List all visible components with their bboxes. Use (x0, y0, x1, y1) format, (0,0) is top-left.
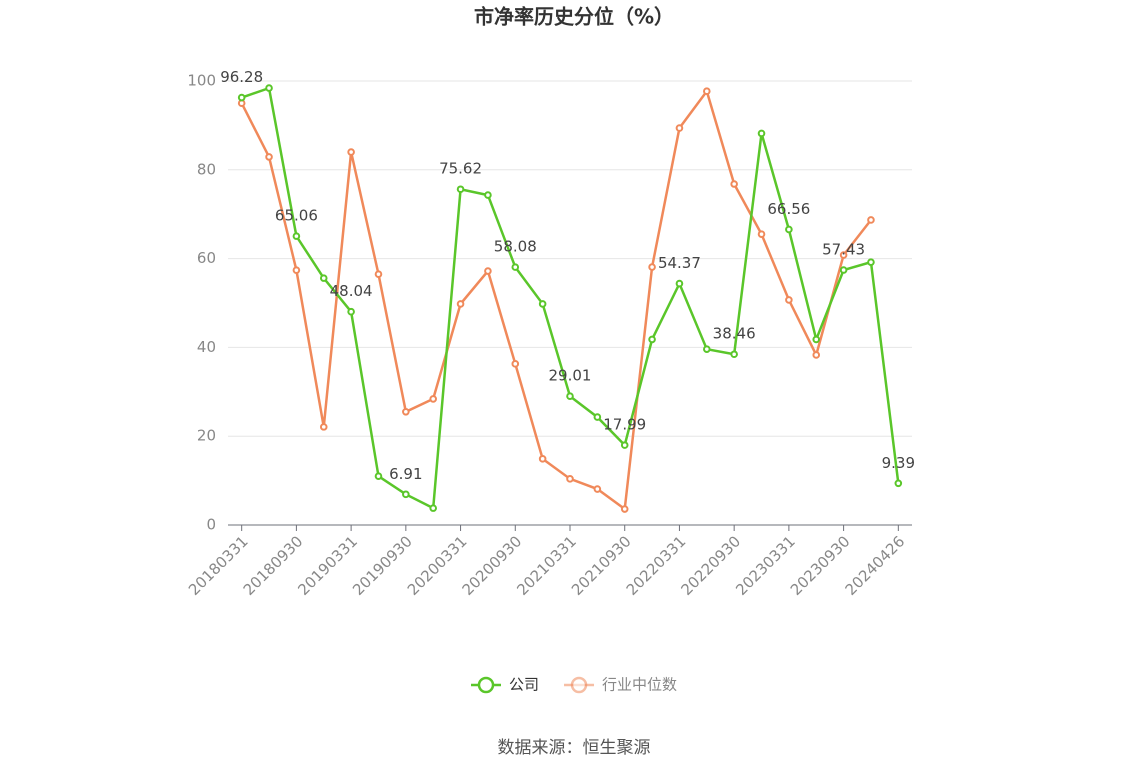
y-tick-label: 60 (197, 249, 216, 267)
point (538, 300, 547, 308)
point (620, 441, 629, 449)
y-tick-label: 40 (197, 338, 216, 356)
data-label: 96.28 (220, 68, 263, 86)
data-label: 38.46 (713, 325, 756, 343)
data-label: 66.56 (767, 200, 810, 218)
point (402, 407, 410, 416)
data-label: 65.06 (275, 207, 318, 225)
legend-icon (477, 676, 495, 694)
point (593, 485, 602, 493)
data-label: 54.37 (658, 254, 701, 272)
y-tick-label: 100 (187, 72, 216, 90)
point (757, 230, 766, 238)
y-tick-label: 0 (206, 516, 216, 534)
data-label: 75.62 (439, 160, 482, 178)
point (484, 191, 492, 199)
point (620, 505, 629, 513)
point (867, 258, 875, 266)
point (538, 455, 547, 463)
point (237, 93, 246, 102)
point (839, 251, 848, 259)
point (347, 148, 355, 156)
point (402, 490, 410, 499)
point (730, 350, 738, 359)
point (265, 153, 273, 161)
point (429, 395, 438, 403)
point (456, 185, 465, 194)
point (566, 475, 574, 483)
point (511, 263, 520, 271)
point (511, 360, 520, 368)
point (703, 87, 711, 96)
point (648, 263, 656, 271)
point (785, 296, 793, 304)
legend-icon (570, 676, 588, 694)
point (812, 335, 821, 344)
data-label: 29.01 (549, 367, 592, 385)
data-label: 9.39 (882, 454, 915, 472)
point (374, 270, 383, 278)
chart-title: 市净率历史分位（%） (474, 5, 674, 29)
y-tick-label: 80 (197, 160, 216, 178)
data-label: 17.99 (603, 416, 646, 434)
point (374, 472, 383, 480)
point (265, 84, 273, 92)
point (292, 232, 301, 240)
source: 数据来源：恒生聚源 (498, 738, 651, 758)
point (812, 351, 821, 359)
x-tick-label: 20240426 (842, 532, 909, 599)
point (566, 392, 574, 400)
point (785, 225, 793, 234)
point (593, 413, 602, 421)
point (319, 423, 328, 431)
point (292, 266, 301, 274)
y-tick-label: 20 (197, 427, 216, 445)
legend-label: 公司 (509, 676, 539, 694)
data-label: 6.91 (389, 465, 422, 483)
point (867, 216, 875, 224)
point (703, 345, 711, 353)
data-label: 48.04 (330, 282, 373, 300)
point (839, 266, 848, 274)
point (648, 335, 656, 344)
point (675, 124, 684, 132)
series-line (240, 88, 872, 512)
legend-label: 行业中位数 (602, 676, 677, 694)
point (757, 129, 766, 138)
point (894, 479, 903, 488)
point (429, 504, 438, 512)
point (347, 307, 355, 316)
point (675, 279, 684, 288)
point (456, 300, 465, 308)
data-label: 57.43 (822, 241, 865, 259)
point (484, 267, 492, 275)
point (730, 180, 738, 188)
point (319, 274, 328, 282)
data-label: 58.08 (494, 238, 537, 256)
